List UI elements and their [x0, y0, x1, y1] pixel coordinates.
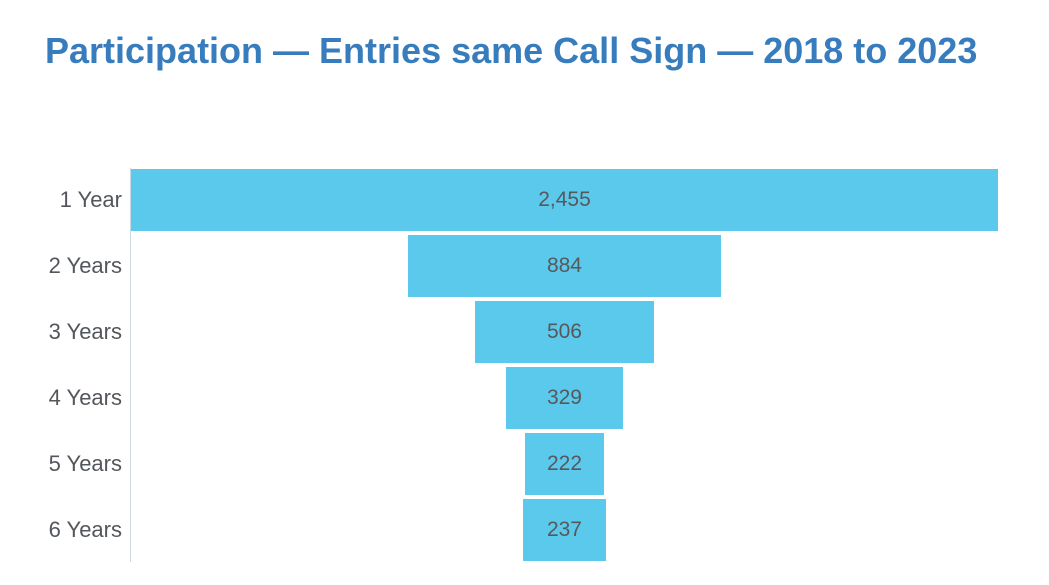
category-label: 2 Years — [48, 253, 122, 278]
y-axis-line — [130, 168, 131, 562]
funnel-bar[interactable]: 237 — [522, 499, 607, 561]
category-label: 1 Year — [59, 187, 122, 212]
funnel-bar[interactable]: 2,455 — [131, 169, 998, 231]
chart-title: Participation — Entries same Call Sign —… — [45, 30, 978, 71]
funnel-bar[interactable]: 222 — [525, 433, 604, 495]
funnel-bar[interactable]: 329 — [506, 367, 623, 429]
category-label: 6 Years — [48, 517, 122, 542]
category-label: 4 Years — [48, 385, 122, 410]
bar-value-label: 222 — [546, 452, 583, 475]
bar-value-label: 506 — [546, 320, 582, 343]
category-label: 3 Years — [48, 319, 122, 344]
funnel-bar[interactable]: 506 — [475, 301, 654, 363]
bar-value-label: 237 — [546, 518, 582, 541]
bar-value-label: 329 — [546, 386, 582, 409]
bar-value-label: 884 — [546, 254, 582, 277]
category-label: 5 Years — [48, 451, 122, 476]
funnel-bar[interactable]: 884 — [408, 235, 721, 297]
bar-value-label: 2,455 — [538, 188, 591, 211]
